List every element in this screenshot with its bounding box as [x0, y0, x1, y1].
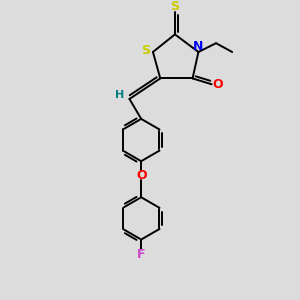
Text: N: N	[193, 40, 204, 52]
Text: O: O	[212, 78, 223, 91]
Text: O: O	[136, 169, 146, 182]
Text: H: H	[115, 89, 124, 100]
Text: S: S	[141, 44, 150, 57]
Text: S: S	[170, 0, 179, 13]
Text: F: F	[137, 248, 146, 261]
